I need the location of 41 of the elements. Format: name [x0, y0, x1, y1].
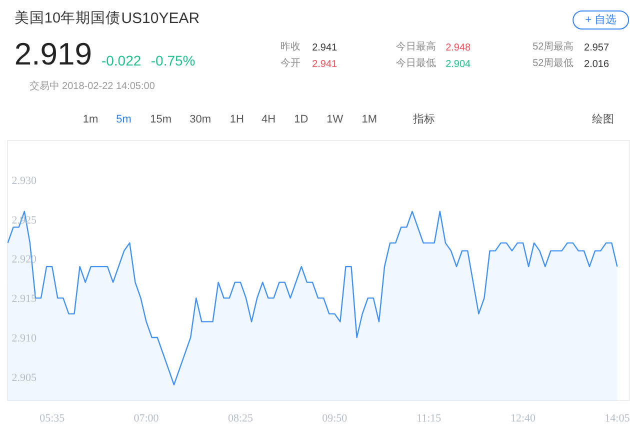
chart-subtitle: US10YEAR — [121, 10, 200, 27]
text: 1M — [362, 114, 378, 126]
text: 昨收 — [280, 40, 300, 52]
text: 今开 — [280, 57, 300, 69]
x-tick-label: 09:50 — [322, 412, 348, 424]
text: 2.919 — [14, 36, 92, 72]
x-tick-label: 07:00 — [134, 412, 160, 424]
x-tick-label: 11:15 — [416, 412, 442, 424]
text: 绘图 — [592, 114, 614, 126]
text: 2.941 — [312, 59, 338, 70]
text: 30m — [190, 114, 212, 126]
text: -0.75% — [150, 52, 196, 68]
text: 指标 — [412, 114, 435, 126]
text: 1m — [82, 114, 98, 126]
text: 2.941 — [312, 42, 338, 54]
text: 15m — [150, 114, 172, 126]
text: 交易中 2018-02-22 14:05:00 — [29, 80, 156, 92]
text: 今日最低 — [396, 57, 436, 69]
y-tick-label: 2.915 — [12, 293, 37, 306]
y-tick-label: 2.930 — [12, 174, 37, 187]
text: 1H — [230, 114, 244, 126]
x-tick-label: 12:40 — [510, 412, 536, 424]
text: 5m — [116, 114, 132, 126]
y-tick-label: 2.905 — [12, 372, 37, 384]
text: 2.948 — [446, 42, 472, 54]
chart-title: 美国10年期国债 — [14, 10, 121, 26]
x-tick-label: 14:05 — [604, 412, 630, 424]
text: 52周最低 — [532, 58, 574, 69]
text: 2.957 — [584, 42, 610, 54]
y-tick-label: 2.910 — [12, 332, 37, 344]
text: 2.016 — [584, 59, 610, 70]
x-tick-label: 08:25 — [228, 412, 254, 424]
text: 1D — [294, 114, 308, 126]
text: 4H — [262, 114, 276, 126]
text: 2.904 — [446, 59, 472, 70]
text: + 自选 — [585, 13, 617, 26]
text: 今日最高 — [396, 40, 436, 52]
text: -0.022 — [101, 52, 142, 68]
text: 52周最高 — [532, 40, 574, 52]
text: 1W — [326, 114, 344, 126]
x-tick-label: 05:35 — [40, 412, 66, 424]
